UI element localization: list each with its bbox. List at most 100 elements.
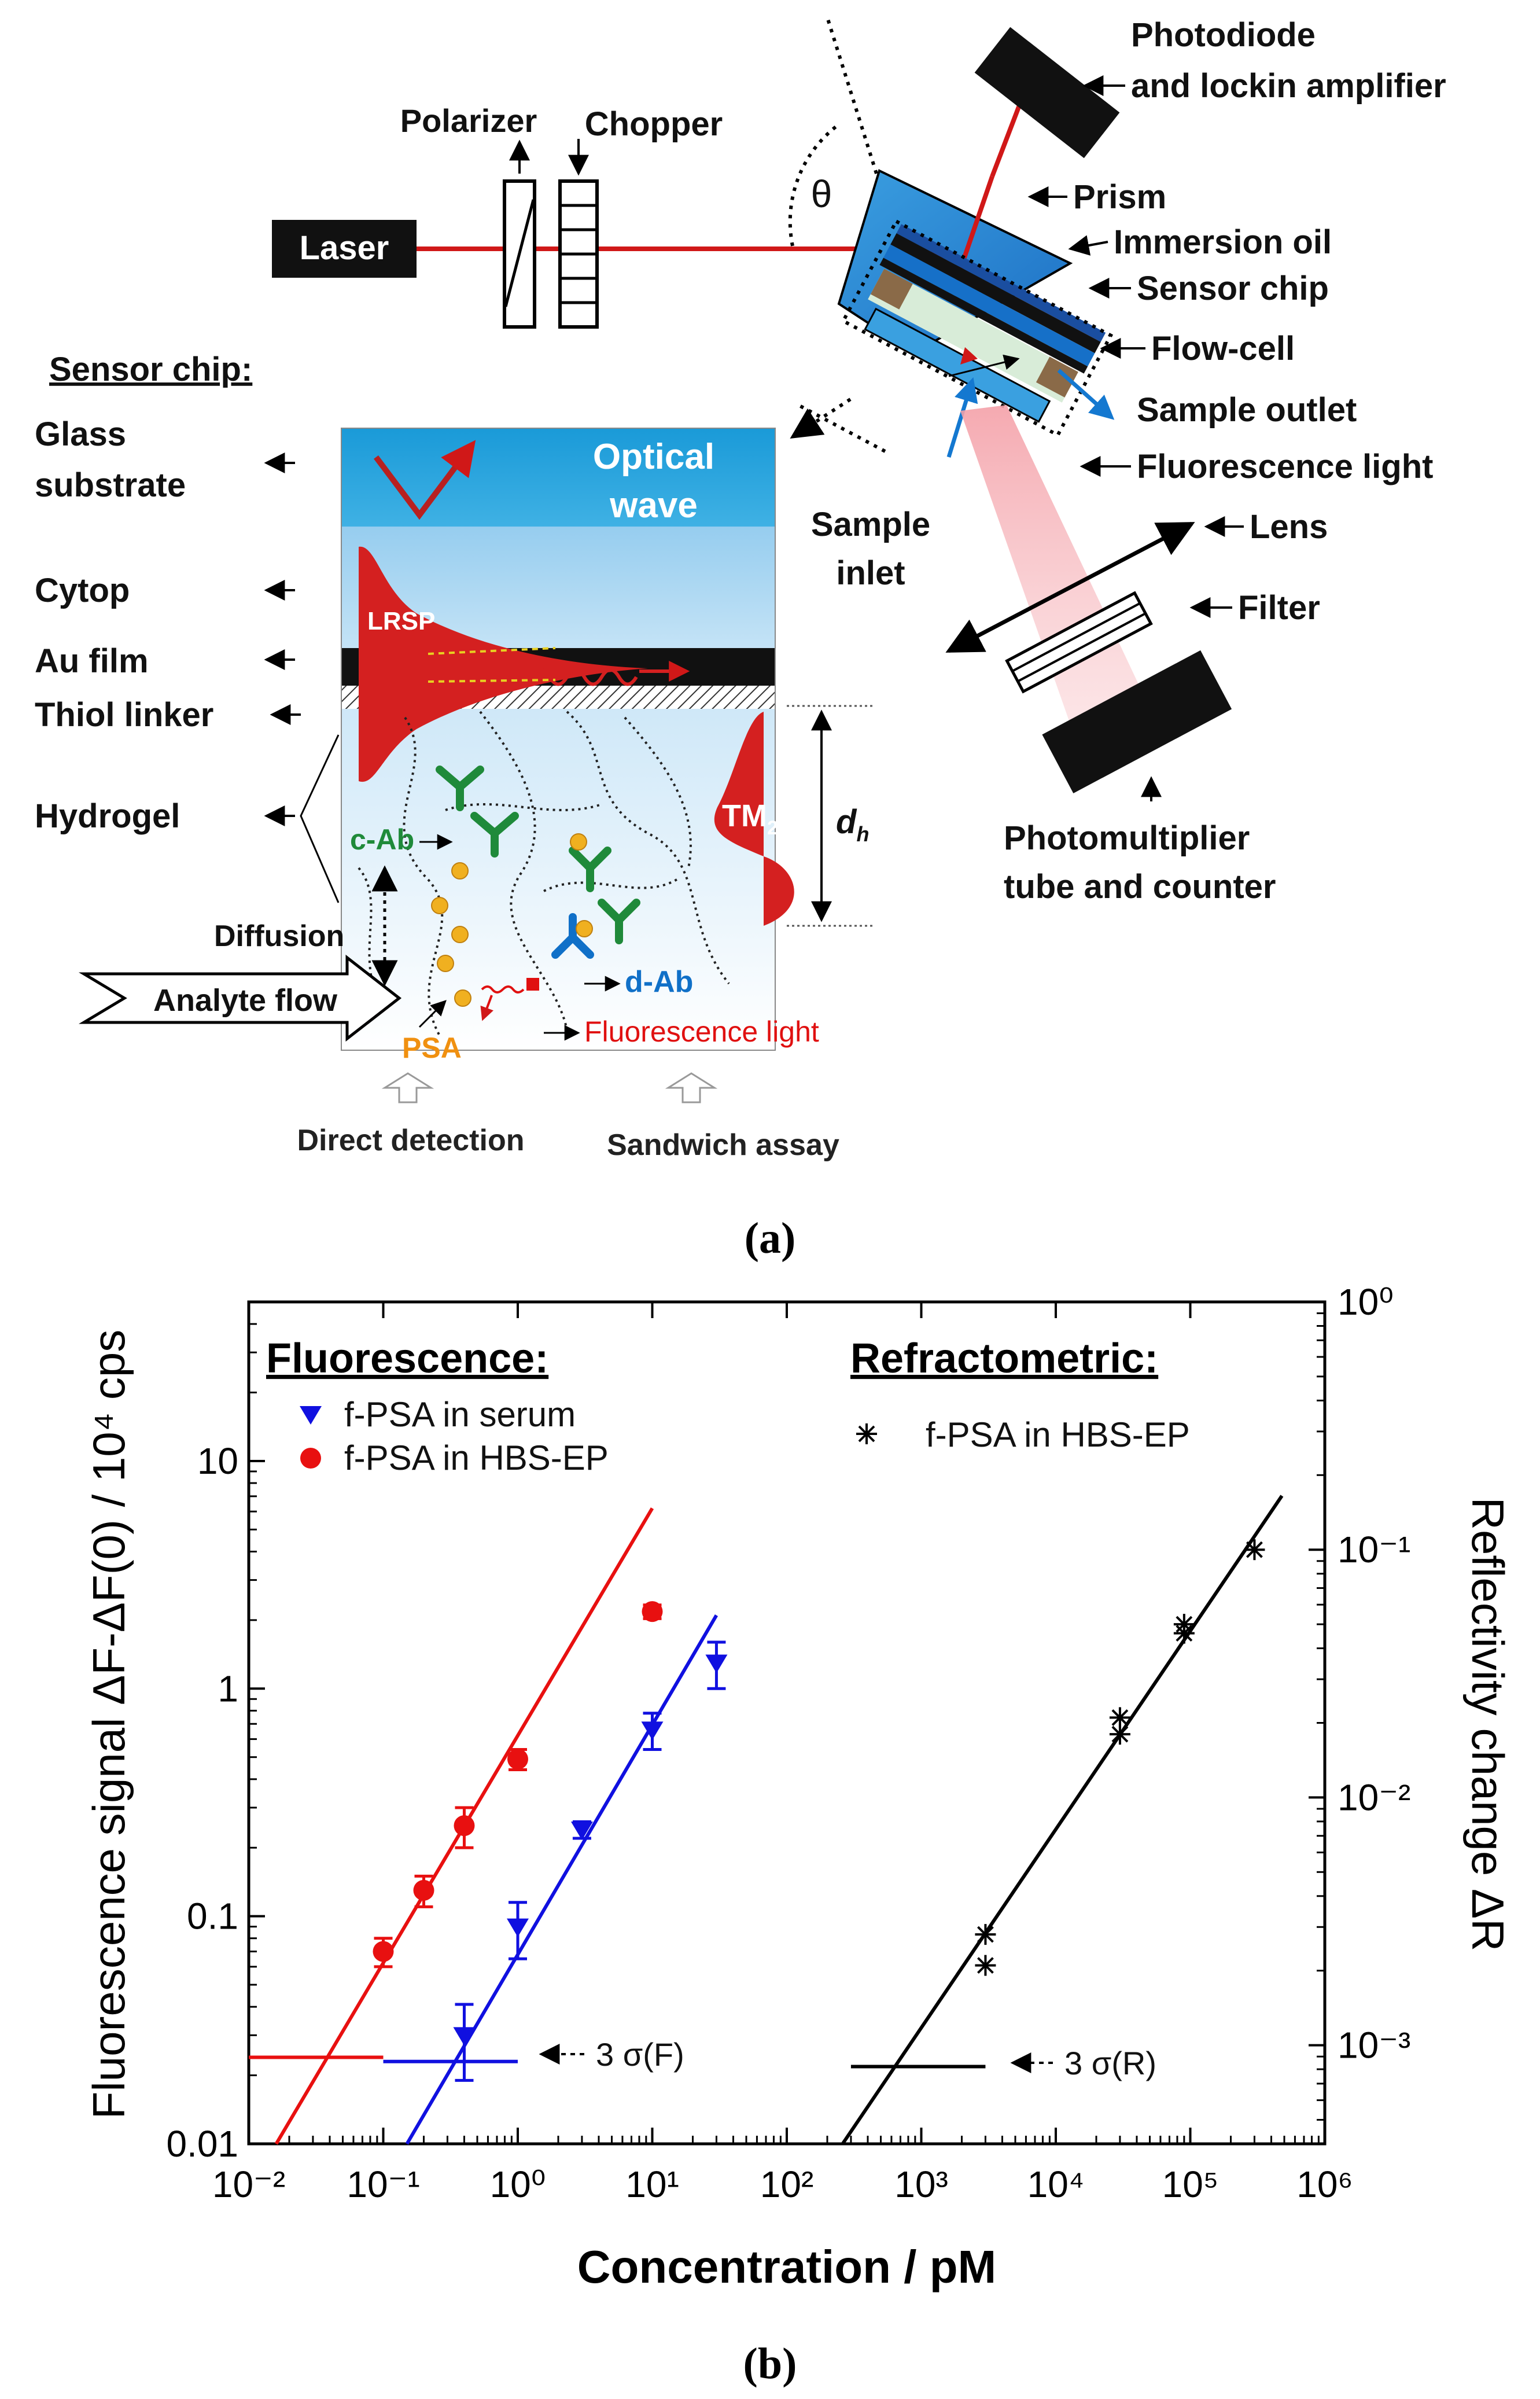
x-axis-ticks: 10⁻² 10⁻¹ 10⁰ 10¹ 10² 10³ 10⁴ 10⁵ 10⁶	[212, 1302, 1353, 2205]
laser-label: Laser	[300, 229, 389, 267]
x-tick-label: 10²	[760, 2163, 814, 2205]
thiol-linker-label: Thiol linker	[35, 696, 213, 734]
fluorescence-light-inner-label: Fluorescence light	[584, 1015, 819, 1048]
sensor-flag	[960, 347, 978, 365]
photodiode	[974, 27, 1120, 159]
hydrogel-label: Hydrogel	[35, 797, 180, 835]
lens	[945, 521, 1195, 653]
x-tick-label: 10⁻¹	[347, 2163, 419, 2205]
data-point-serum	[641, 1721, 664, 1741]
chip-zoom-line	[790, 398, 852, 439]
asterisk-stroke	[1111, 1709, 1129, 1726]
y2-tick-label: 10⁻¹	[1338, 1529, 1410, 1570]
panel-b-chart: 10⁻² 10⁻¹ 10⁰ 10¹ 10² 10³ 10⁴ 10⁵ 10⁶ 0.010.1110…	[83, 1281, 1513, 2388]
sandwich-assay-arrow	[665, 1072, 718, 1103]
caption-a: (a)	[745, 1214, 796, 1263]
data-point-refractometric	[975, 1924, 996, 1945]
legend-label-serum: f-PSA in serum	[344, 1395, 576, 1434]
legend-label-hbs: f-PSA in HBS-EP	[344, 1438, 609, 1477]
y-tick-label: 10	[197, 1440, 238, 1482]
hydrogel-bracket	[300, 734, 340, 903]
filter	[1005, 591, 1153, 694]
cytop-label: Cytop	[35, 572, 130, 609]
d-ab-label: d-Ab	[625, 965, 693, 999]
asterisk-stroke	[1246, 1541, 1263, 1558]
laser-box	[272, 220, 417, 278]
optical-wave-arrow	[374, 440, 476, 520]
photodiode-label-1: Photodiode	[1131, 16, 1316, 54]
photodiode-label-2: and lockin amplifier	[1131, 67, 1446, 105]
x-tick-label: 10⁴	[1027, 2163, 1085, 2205]
polarizer-label: Polarizer	[400, 102, 537, 139]
fit-line-2	[841, 1495, 1284, 2145]
caption-b: (b)	[743, 2339, 797, 2388]
asterisk-stroke	[1176, 1625, 1193, 1642]
x-tick-label: 10¹	[625, 2163, 679, 2205]
analyte-flow-label: Analyte flow	[153, 983, 338, 1018]
x-tick-label: 10⁵	[1162, 2163, 1219, 2205]
heading-fluorescence: Fluorescence:	[266, 1335, 548, 1382]
filter-label: Filter	[1238, 589, 1320, 627]
sensor-chip-stack	[841, 219, 1114, 437]
legend-marker-serum	[300, 1406, 322, 1425]
y-tick-label: 0.1	[187, 1896, 238, 1937]
data-point-refractometric	[975, 1955, 996, 1976]
lrsp-label: LRSP	[367, 607, 435, 635]
fluorescence-light-label: Fluorescence light	[1137, 448, 1433, 485]
dh-label: dh	[836, 803, 869, 846]
data-point-refractometric	[1109, 1707, 1130, 1728]
glass-substrate-label-1: Glass	[35, 415, 126, 453]
immersion-oil-label: Immersion oil	[1114, 223, 1332, 261]
direct-detection-label: Direct detection	[297, 1124, 525, 1157]
c-ab-label: c-Ab	[350, 823, 414, 856]
y2-tick-label: 10⁰	[1338, 1281, 1394, 1323]
data-point-serum	[507, 1918, 529, 1937]
sandwich-assay-label: Sandwich assay	[607, 1128, 839, 1162]
lens-label: Lens	[1250, 508, 1328, 546]
diffusion-label: Diffusion	[214, 919, 344, 953]
normal-line	[826, 17, 878, 174]
au-film-label: Au film	[35, 642, 149, 680]
glass-substrate-label-2: substrate	[35, 466, 186, 504]
data-point-hbs	[507, 1749, 528, 1770]
y2-tick-label: 10⁻²	[1338, 1776, 1410, 1818]
psa-label: PSA	[402, 1032, 462, 1064]
data-point-hbs	[413, 1879, 434, 1901]
data-point-refractometric	[1244, 1539, 1265, 1561]
x-tick-label: 10⁰	[490, 2163, 546, 2205]
chart-series	[249, 1495, 1284, 2145]
theta-label: θ	[811, 172, 832, 215]
legend-marker-hbs	[300, 1448, 321, 1469]
annotation-f: 3 σ(F)	[596, 2036, 684, 2073]
y-right-axis-ticks: 10⁻³ 10⁻² 10⁻¹ 10⁰	[1309, 1281, 1410, 2145]
y-tick-label: 1	[218, 1668, 238, 1709]
asterisk-stroke	[977, 1957, 994, 1974]
flow-cell-label: Flow-cell	[1151, 330, 1295, 367]
data-point-serum	[705, 1654, 728, 1673]
data-point-serum	[453, 2027, 476, 2046]
photomultiplier	[1042, 650, 1232, 793]
legend-marker-refr	[856, 1423, 877, 1444]
optical-wave-label-1: Optical	[593, 437, 714, 477]
fluorophore	[526, 978, 539, 991]
detection-antibody	[551, 913, 594, 959]
data-point-hbs	[642, 1601, 663, 1622]
pmt-label-1: Photomultiplier	[1004, 819, 1250, 857]
analyte-flow-arrow	[78, 954, 402, 1042]
asterisk-stroke	[1111, 1725, 1129, 1743]
y2-tick-label: 10⁻³	[1338, 2025, 1410, 2066]
sample-inlet-label-1: Sample	[811, 506, 930, 543]
y-right-axis-label: Reflectivity change ΔR	[1462, 1497, 1513, 1952]
tm2-profile	[714, 712, 794, 926]
sample-inlet-label-2: inlet	[836, 554, 905, 592]
heading-refractometric: Refractometric:	[850, 1335, 1158, 1382]
x-tick-label: 10⁻²	[212, 2163, 285, 2205]
outlet-flow-arrow	[1057, 369, 1115, 420]
data-point-refractometric	[1109, 1724, 1130, 1745]
capture-antibodies	[436, 766, 640, 944]
sample-outlet-label: Sample outlet	[1137, 391, 1357, 429]
data-point-hbs	[454, 1815, 475, 1837]
x-tick-label: 10⁶	[1296, 2163, 1353, 2205]
fit-line-0	[405, 1614, 719, 2145]
